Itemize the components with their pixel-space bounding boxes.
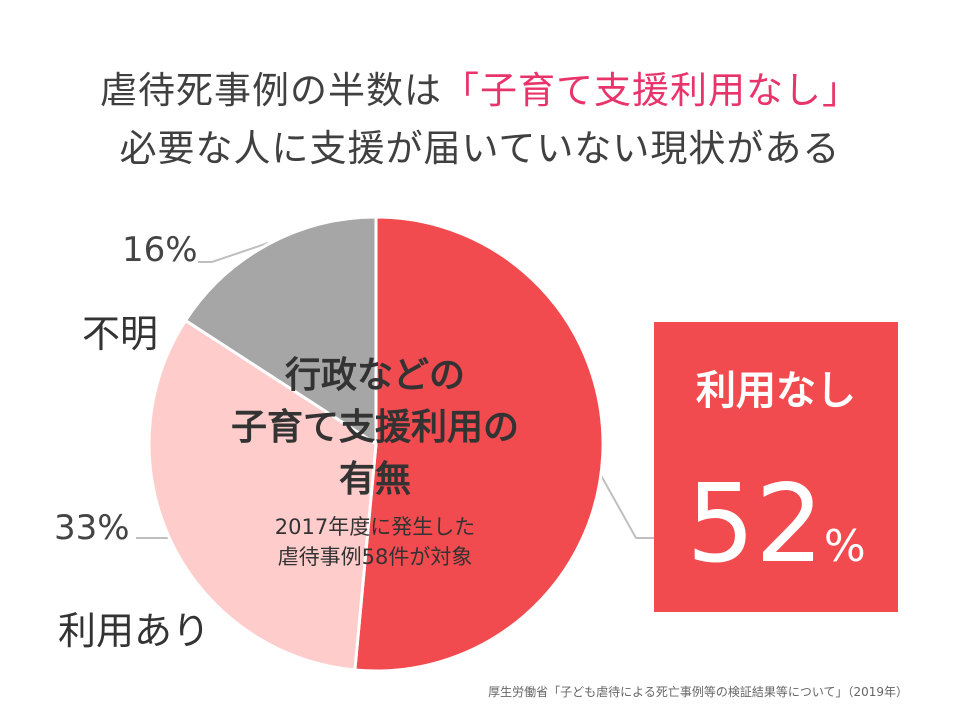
- title-highlight: 「子育て支援利用なし」: [442, 69, 860, 112]
- no-use-slice: [353, 215, 605, 673]
- chart-center-title: 行政などの 子育て支援利用の 有無: [200, 350, 550, 506]
- title-prefix: 虐待死事例の半数は: [100, 69, 442, 112]
- chart-title-line: 子育て支援利用の: [230, 407, 519, 448]
- chart-title-line: 有無: [338, 459, 411, 500]
- source-citation: 厚生労働省「子ども虐待による死亡事例等の検証結果等について」（2019年）: [488, 685, 908, 699]
- unknown-category-label: 不明: [82, 312, 159, 356]
- unknown-percent-label: 16%: [122, 230, 198, 270]
- chart-center-note: 2017年度に発生した 虐待事例58件が対象: [200, 512, 550, 572]
- unknown-leader-line: [198, 242, 269, 263]
- callout-value: 52%: [654, 470, 898, 602]
- chart-title-line: 行政などの: [284, 355, 465, 396]
- chart-note-line: 2017年度に発生した: [274, 515, 476, 539]
- chart-note-line: 虐待事例58件が対象: [277, 545, 473, 569]
- callout-number: 52: [686, 462, 824, 587]
- page-title-line1: 虐待死事例の半数は「子育て支援利用なし」: [0, 60, 960, 114]
- callout-unit: %: [823, 521, 866, 572]
- unknown-slice: [183, 215, 378, 447]
- no-use-leader-line: [597, 469, 654, 539]
- use-category-label: 利用あり: [58, 609, 211, 653]
- no-use-callout-box: 利用なし 52%: [654, 322, 898, 612]
- callout-label: 利用なし: [696, 368, 856, 414]
- use-percent-label: 33%: [54, 508, 130, 548]
- page-title-line2: 必要な人に支援が届いていない現状がある: [119, 127, 841, 170]
